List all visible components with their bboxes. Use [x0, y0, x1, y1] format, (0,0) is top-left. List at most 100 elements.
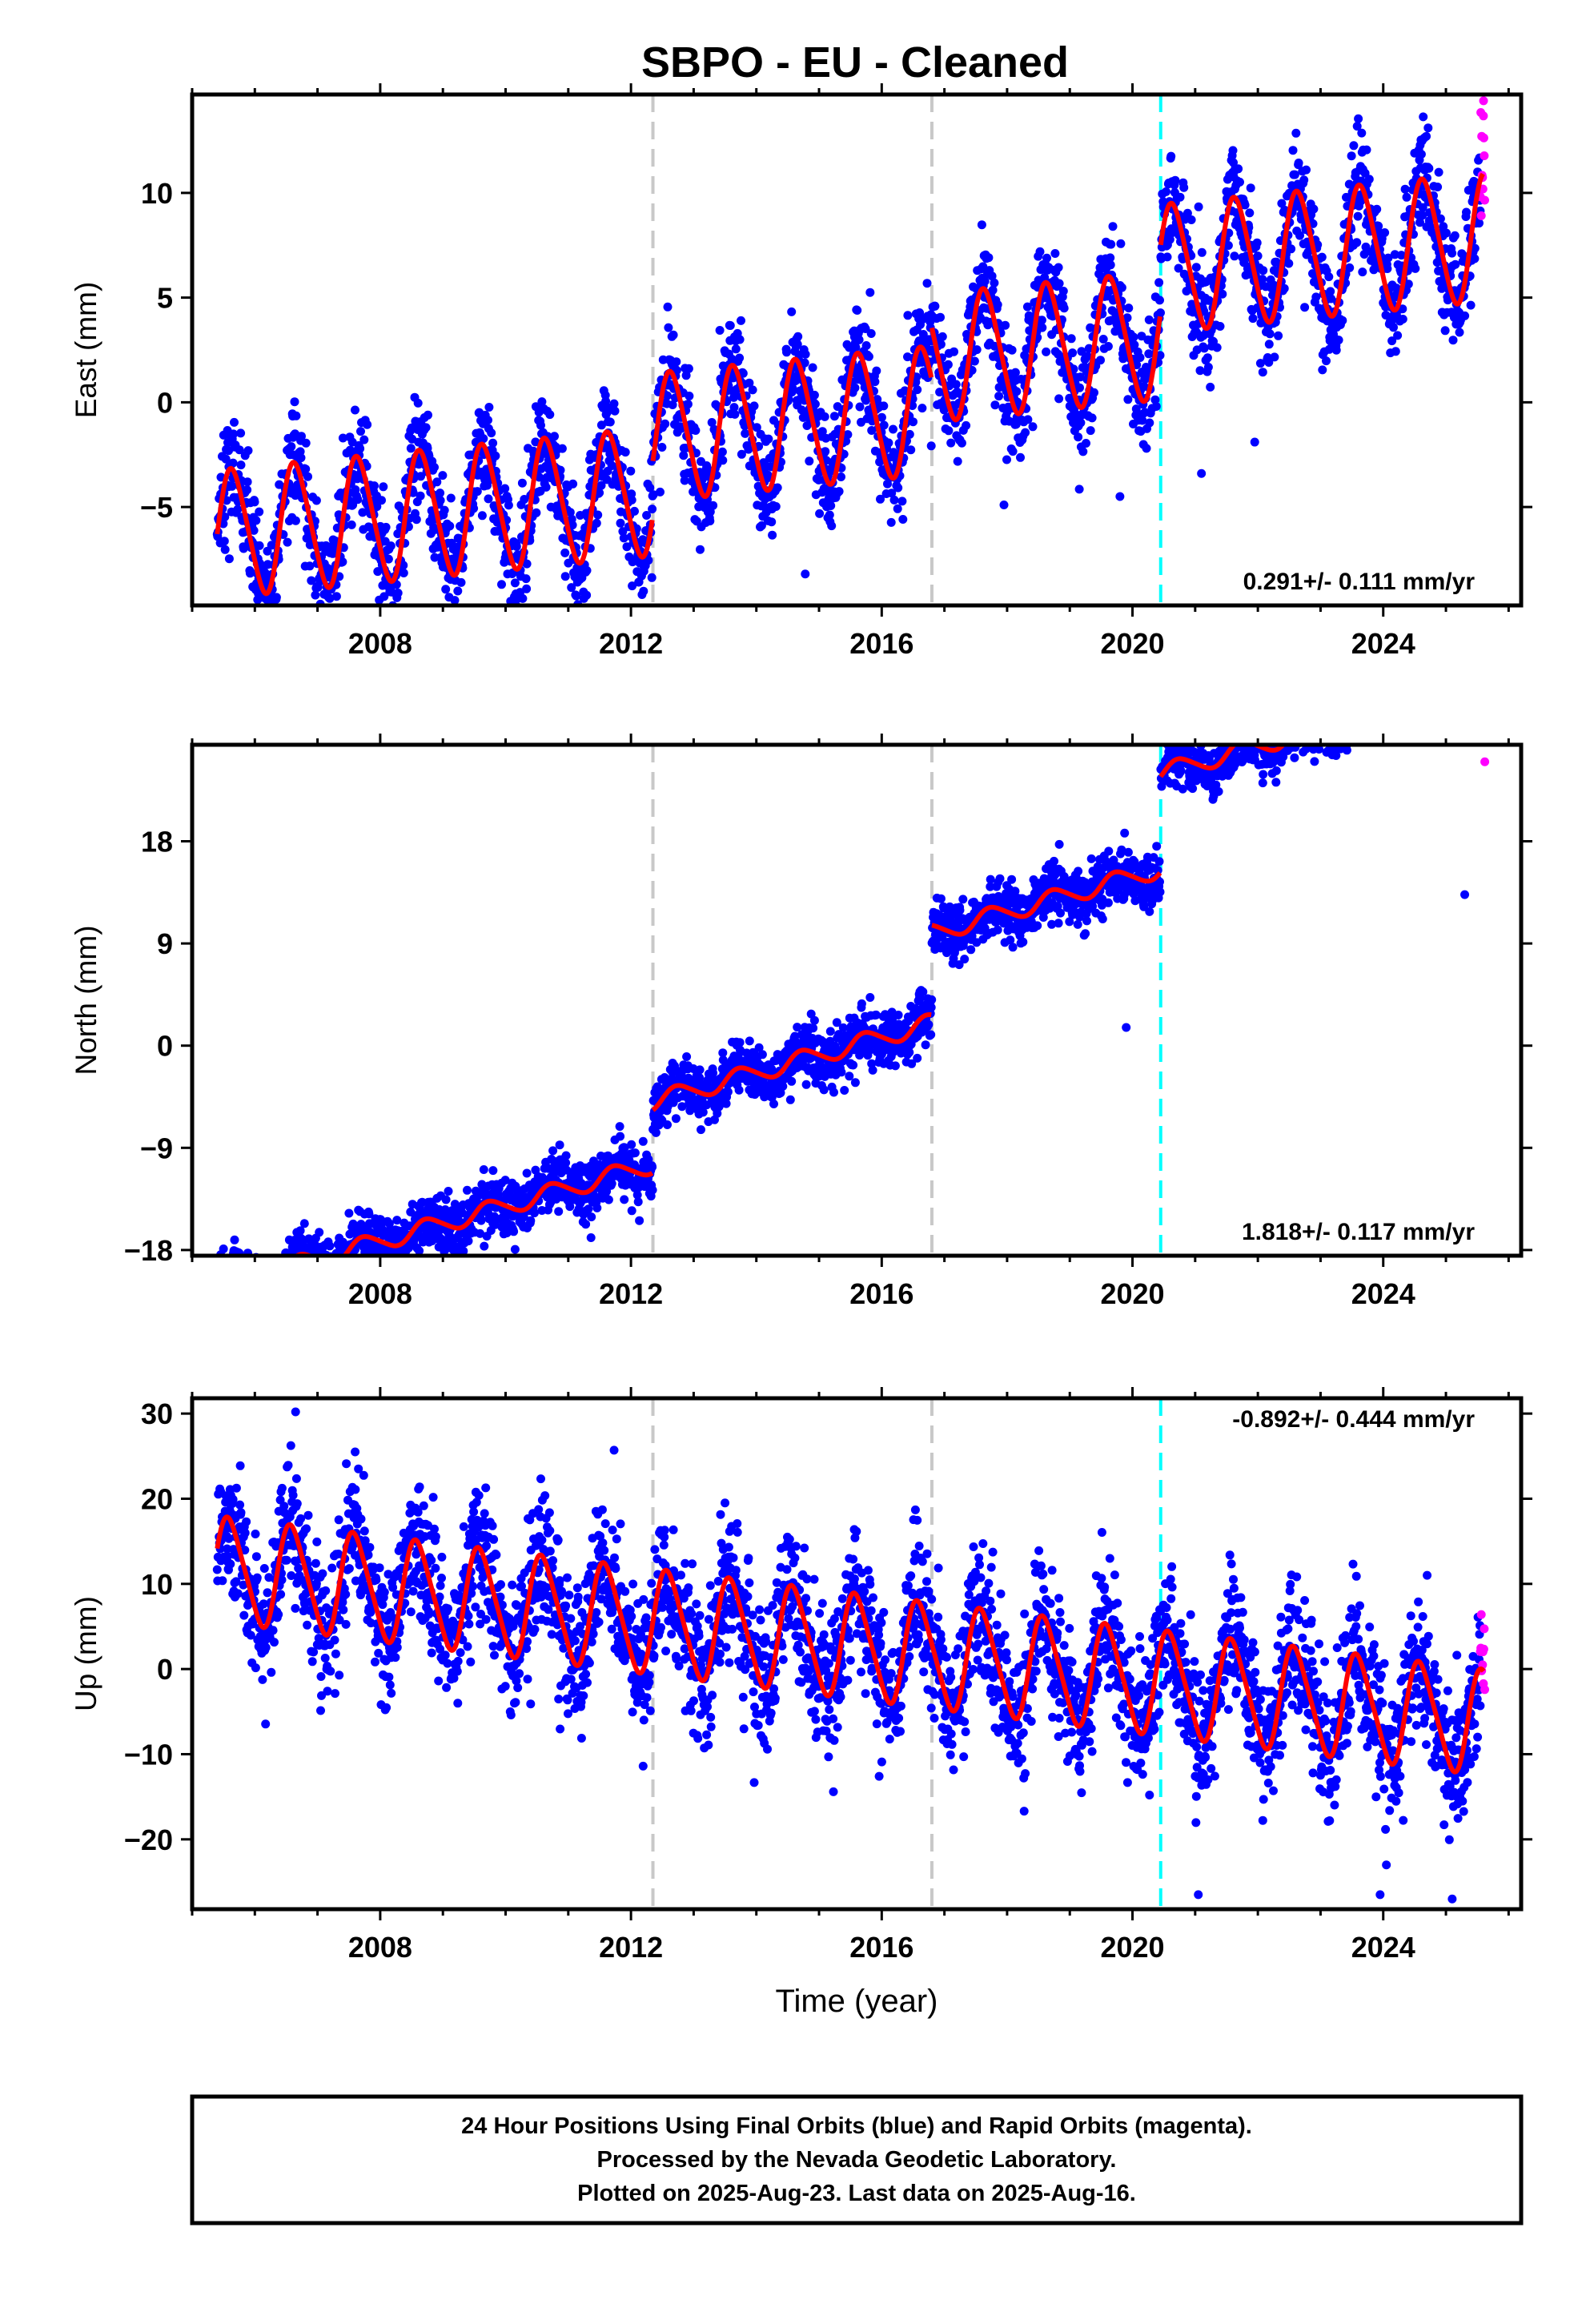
final-point: [886, 517, 896, 527]
final-point: [872, 366, 881, 376]
final-point: [355, 444, 365, 453]
final-point: [715, 326, 725, 335]
final-point: [1258, 368, 1267, 377]
final-point: [609, 399, 619, 408]
final-point: [572, 591, 581, 601]
final-point: [1059, 304, 1069, 313]
final-point: [709, 501, 718, 510]
final-point: [1470, 254, 1480, 263]
final-point: [383, 554, 393, 564]
final-point: [1108, 222, 1118, 231]
final-point: [723, 1087, 733, 1096]
final-point: [615, 1122, 624, 1132]
final-point: [850, 383, 860, 392]
final-point: [917, 404, 927, 413]
final-point: [745, 1036, 754, 1046]
final-point: [236, 428, 246, 438]
final-point: [1191, 263, 1201, 272]
final-point: [1362, 145, 1371, 155]
final-point: [840, 1086, 849, 1095]
final-point: [1054, 394, 1064, 404]
final-point: [851, 343, 861, 352]
final-point: [970, 356, 979, 366]
final-point: [679, 451, 689, 460]
final-point: [801, 349, 810, 359]
final-point: [1162, 252, 1172, 262]
final-point: [233, 505, 243, 514]
final-point: [1106, 253, 1115, 263]
final-point: [644, 556, 653, 565]
final-point: [1150, 395, 1160, 404]
final-point: [893, 483, 903, 493]
final-point: [1442, 228, 1451, 238]
final-point: [287, 442, 296, 452]
final-point: [517, 478, 527, 488]
final-point: [399, 561, 408, 570]
final-point: [1327, 294, 1336, 304]
final-point: [1466, 300, 1476, 310]
final-point: [1391, 347, 1400, 356]
final-point: [1212, 343, 1222, 352]
final-point: [972, 345, 982, 355]
final-point: [1415, 218, 1424, 227]
final-point: [299, 1219, 309, 1228]
final-point: [922, 279, 932, 288]
final-point: [290, 397, 299, 407]
final-point: [1162, 187, 1170, 196]
final-point: [854, 335, 864, 344]
final-point: [809, 1015, 819, 1025]
final-point: [311, 496, 321, 505]
final-point: [480, 1241, 489, 1251]
final-point: [663, 1120, 672, 1129]
final-point: [1145, 418, 1154, 428]
final-point: [1451, 259, 1460, 269]
final-point: [1313, 240, 1323, 250]
final-point: [987, 271, 997, 281]
final-point: [484, 416, 492, 425]
final-point: [826, 501, 836, 510]
final-point: [251, 516, 261, 525]
final-point: [734, 1085, 744, 1095]
x-tick-label: 2008: [348, 627, 412, 660]
final-point: [1086, 426, 1095, 436]
final-point: [568, 521, 577, 530]
final-point: [307, 576, 316, 585]
final-point: [787, 307, 797, 316]
final-point: [230, 417, 239, 427]
final-point: [584, 1204, 593, 1214]
final-point: [680, 476, 689, 485]
final-point: [944, 426, 954, 436]
final-point: [1007, 345, 1017, 355]
final-point: [893, 504, 902, 513]
east-frame: [190, 92, 1524, 608]
final-point: [1008, 447, 1018, 456]
final-point: [1028, 422, 1038, 432]
final-point: [1295, 231, 1304, 240]
final-point: [500, 484, 510, 493]
final-point: [1353, 211, 1363, 221]
final-point: [805, 456, 814, 466]
final-point: [416, 472, 425, 481]
final-point: [1156, 308, 1165, 318]
final-point: [664, 323, 673, 332]
figure-title: SBPO - EU - Cleaned: [641, 38, 1069, 86]
final-point: [887, 489, 897, 498]
final-point: [325, 1241, 335, 1251]
final-point: [1040, 273, 1050, 282]
final-point: [1074, 432, 1083, 442]
final-point: [1144, 315, 1154, 324]
final-point: [627, 1206, 636, 1216]
final-point: [683, 400, 693, 409]
final-point: [1170, 175, 1180, 185]
final-point: [255, 541, 264, 550]
final-point: [1264, 358, 1274, 367]
final-point: [1054, 279, 1064, 288]
final-point: [450, 596, 460, 605]
final-point: [1435, 214, 1445, 223]
final-point: [1440, 326, 1450, 336]
final-point: [1234, 164, 1243, 174]
final-point: [291, 516, 300, 525]
final-point: [1203, 363, 1213, 372]
final-point: [717, 447, 727, 456]
final-point: [647, 573, 656, 582]
